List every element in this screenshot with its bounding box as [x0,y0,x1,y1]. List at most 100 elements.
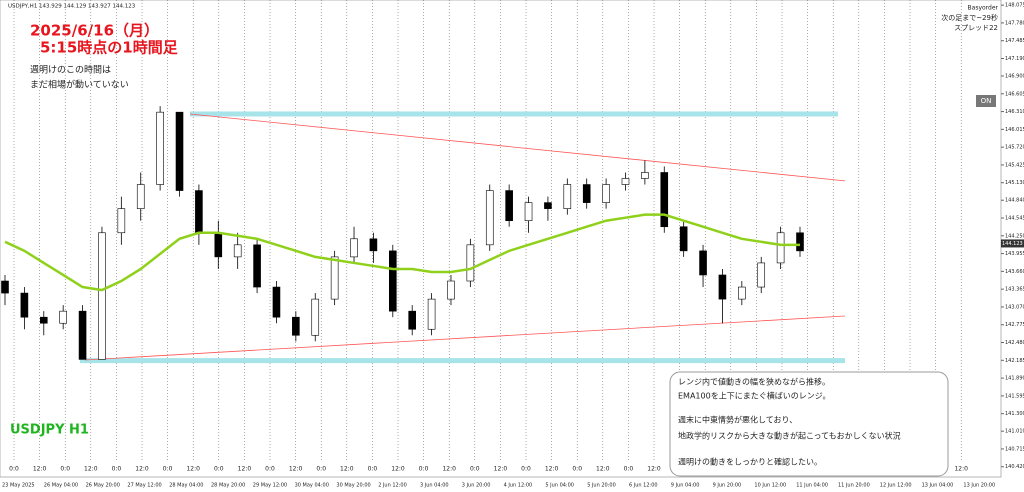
session-label: 12:0 [186,466,200,473]
session-label: 0:0 [214,466,224,473]
session-label: 12:0 [545,466,559,473]
session-label: 12:0 [289,466,303,473]
on-button[interactable] [976,95,996,107]
session-label: 0:0 [163,466,173,473]
y-tick-label: 142.185 [1005,358,1024,364]
x-tick-label: 13 Jun 20:00 [963,483,995,489]
x-tick-label: 4 Jun 12:00 [504,483,533,489]
candle-body [447,280,455,300]
y-tick-label: 141.300 [1005,411,1024,417]
candle-body [175,111,184,191]
x-tick-label: 30 May 20:00 [336,483,370,489]
session-label: 0:0 [368,466,378,473]
candle-body [78,310,87,360]
session-label: 12:0 [391,466,405,473]
session-label: 12:0 [135,466,149,473]
y-tick-label: 148.075 [1005,3,1024,9]
candle-body [39,316,48,324]
y-tick-label: 145.720 [1005,145,1024,151]
y-tick-label: 146.015 [1005,127,1024,133]
session-label: 0:0 [521,466,531,473]
info-text: 週明けの動きをしっかりと確認したい。 [678,457,822,467]
x-tick-label: 5 Jun 04:00 [545,483,574,489]
y-tick-label: 143.660 [1005,269,1024,275]
y-tick-label: 146.310 [1005,109,1024,115]
info-text: 週末に中東情勢が悪化しており、 [678,415,797,425]
candle-body [544,202,552,209]
candle-body [641,172,649,179]
info-text: EMA100を上下にまたぐ横ばいのレンジ。 [678,391,830,401]
info-text: レンジ内で値動きの幅を狭めながら推移。 [678,377,830,387]
header: USDJPY,H1 143.929 144.129 143.927 144.12… [8,4,136,10]
y-tick-label: 147.485 [1005,38,1024,44]
session-label: 0:0 [470,466,480,473]
session-label: 0:0 [265,466,275,473]
y-tick-label: 146.605 [1005,91,1024,97]
y-tick-label: 145.130 [1005,180,1024,186]
y-tick-label: 144.250 [1005,233,1024,239]
candle-body [1,280,9,294]
x-tick-label: 29 May 12:00 [253,483,287,489]
indicator-text: 次の足まで~29秒 [941,13,998,22]
price-tag-label: 144.123 [1002,241,1023,247]
candle-body [563,184,572,209]
candle-body [98,232,106,360]
session-label: 0:0 [316,466,326,473]
y-tick-label: 144.545 [1005,215,1024,221]
candle-body [757,262,766,288]
session-label: 0:0 [624,466,634,473]
info-text: 地政学的リスクから大きな動きが起こってもおかしくない状況 [678,431,901,441]
y-tick-label: 143.955 [1005,251,1024,257]
y-tick-label: 141.890 [1005,376,1024,382]
trendline [84,315,846,361]
x-tick-label: 27 May 12:00 [127,483,161,489]
y-tick-label: 142.480 [1005,340,1024,346]
note: 週明けのこの時間は [30,65,111,76]
session-label: 12:0 [33,466,47,473]
candle-body [330,256,339,300]
y-tick-label: 140.715 [1005,446,1024,452]
y-tick-label: 142.775 [1005,322,1024,328]
candle-body [796,232,804,252]
x-tick-label: 26 May 20:00 [86,483,120,489]
x-tick-label: 30 May 04:00 [295,483,329,489]
session-label: 0:0 [60,466,70,473]
session-label: 12:0 [84,466,98,473]
session-label: 12:0 [442,466,456,473]
session-label: 12:0 [596,466,610,473]
candle-body [272,286,281,318]
x-tick-label: 28 May 20:00 [211,483,245,489]
candle-body [233,244,242,258]
session-label: 12:0 [954,466,968,473]
session-label: 12:0 [647,466,661,473]
y-tick-label: 147.190 [1005,56,1024,62]
on-button-label[interactable]: ON [981,97,992,105]
x-tick-label: 10 Jun 12:00 [754,483,786,489]
candle-body [660,172,669,228]
candle-body [253,244,261,288]
candle-body [524,202,533,222]
indicator-text: Basyorder [968,5,999,12]
session-label: 0:0 [572,466,582,473]
note: まだ相場が動いていない [30,79,129,91]
candle-body [602,184,610,203]
x-tick-label: 28 May 04:00 [169,483,203,489]
chart-subtitle: 5:15時点の1時間足 [40,39,179,57]
zone [80,358,845,364]
y-tick-label: 141.010 [1005,429,1024,435]
x-tick-label: 9 Jun 20:00 [713,483,742,489]
candle-body [427,298,436,330]
candle-body [369,238,378,252]
candle-body [59,310,67,324]
indicator-text: スプレッド22 [954,24,998,32]
y-tick-label: 145.425 [1005,162,1024,168]
candle-body [718,274,727,300]
price-tag [1001,239,1024,248]
chart-title: 2025/6/16（月） [30,22,159,40]
candle-body [136,184,145,209]
candle-body [350,238,358,258]
candle-body [621,178,630,185]
candle-body [195,190,203,234]
x-tick-label: 12 Jun 12:00 [880,483,912,489]
